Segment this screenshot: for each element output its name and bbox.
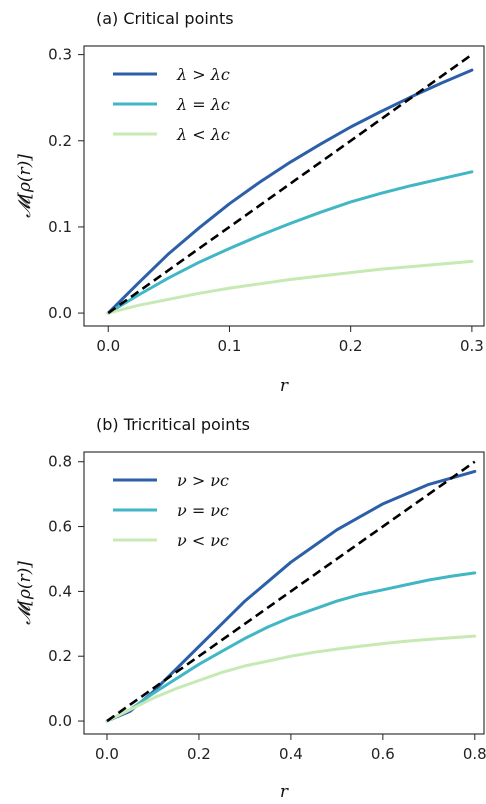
plot-area: 0.0 0.1 0.2 0.3 0.0 0.1 0.2 0.3 λ > λc λ = λc λ < … [48, 46, 484, 355]
legend: ν > νc ν = νc ν < νc [113, 471, 229, 550]
y-tick-label: 0.0 [48, 304, 72, 322]
plot-area: 0.0 0.2 0.4 0.6 0.8 0.0 0.2 0.4 0.6 0.8 ν > νc ν = … [48, 453, 486, 763]
x-axis-label: r [280, 782, 289, 802]
x-tick-label: 0.3 [460, 337, 484, 355]
x-tick-label: 0.8 [463, 745, 486, 763]
y-tick-label: 0.4 [48, 582, 72, 600]
y-tick-label: 0.1 [48, 218, 72, 236]
legend-label: ν > νc [177, 471, 229, 490]
series-line [106, 259, 474, 315]
legend-label: λ = λc [176, 95, 230, 114]
plot-frame [83, 451, 485, 735]
series-line [105, 469, 477, 723]
x-tick-label: 0.1 [218, 337, 242, 355]
y-tick-label: 0.2 [48, 132, 72, 150]
legend-label: λ < λc [176, 125, 230, 144]
series-line [106, 68, 474, 315]
legend-label: ν < νc [177, 531, 229, 550]
panel-tricritical-points: (b) Tricritical points 0.0 0.2 0.4 0.6 0.80.… [15, 415, 486, 802]
x-tick-label: 0.0 [95, 745, 119, 763]
panel-critical-points: (a) Critical points 0.0 0.1 0.2 0.30.00.10.… [15, 9, 485, 396]
x-tick-label: 0.6 [371, 745, 395, 763]
y-axis-label: 𝓜[ρ(r)] [15, 561, 35, 625]
x-tick-label: 0.2 [339, 337, 363, 355]
legend-label: λ > λc [176, 65, 230, 84]
y-tick-label: 0.2 [48, 647, 72, 665]
x-tick-label: 0.0 [96, 337, 120, 355]
x-tick-label: 0.2 [187, 745, 211, 763]
legend: λ > λc λ = λc λ < λc [113, 65, 230, 144]
series-line [106, 170, 474, 315]
y-tick-label: 0.6 [48, 518, 72, 536]
plot-frame [83, 45, 485, 327]
x-axis-label: r [280, 376, 289, 396]
reference-line-y-equals-x [106, 460, 476, 723]
legend-label: ν = νc [177, 501, 229, 520]
y-tick-label: 0.0 [48, 712, 72, 730]
y-axis-label: 𝓜[ρ(r)] [15, 154, 35, 218]
series-line [105, 634, 477, 723]
y-tick-label: 0.3 [48, 46, 72, 64]
x-tick-label: 0.4 [279, 745, 303, 763]
series-line [105, 571, 477, 723]
panel-title: (a) Critical points [96, 9, 234, 28]
y-tick-label: 0.8 [48, 453, 72, 471]
reference-line-y-equals-x [107, 53, 473, 315]
panel-title: (b) Tricritical points [96, 415, 250, 434]
